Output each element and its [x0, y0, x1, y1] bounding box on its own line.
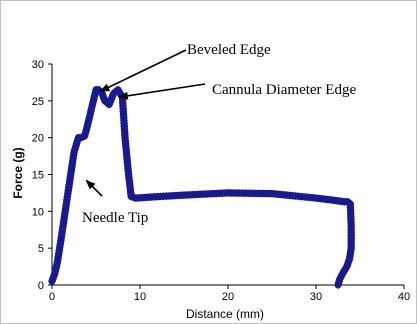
x-tick-label: 20: [222, 291, 234, 303]
annotation-arrow: [99, 49, 187, 92]
annotation-label: Needle Tip: [82, 210, 148, 226]
y-tick-label: 0: [38, 280, 44, 292]
series-point: [334, 281, 342, 289]
y-tick-label: 30: [32, 59, 44, 71]
x-tick-label: 40: [398, 291, 410, 303]
series-layer: [48, 85, 356, 289]
annotation-arrow: [117, 83, 206, 100]
annotation-arrow: [85, 179, 103, 197]
y-tick-label: 20: [32, 133, 44, 145]
x-tick-label: 30: [310, 291, 322, 303]
annotation-layer: Beveled Edge Cannula Diameter Edge Needle …: [82, 42, 356, 226]
y-tick-label: 15: [32, 170, 44, 182]
y-tick-label: 10: [32, 206, 44, 218]
axis-ticks: 0 10 20 30 40 0 5 10 15 20 25 30: [32, 59, 410, 303]
annotation-label: Beveled Edge: [187, 42, 271, 58]
y-axis-label: Force (g): [11, 147, 25, 198]
x-tick-label: 10: [134, 291, 146, 303]
y-tick-label: 5: [38, 243, 44, 255]
x-tick-label: 0: [49, 291, 55, 303]
x-axis-label: Distance (mm): [186, 307, 264, 321]
annotation-label: Cannula Diameter Edge: [212, 82, 356, 98]
y-tick-label: 25: [32, 96, 44, 108]
series-line: [48, 86, 355, 289]
